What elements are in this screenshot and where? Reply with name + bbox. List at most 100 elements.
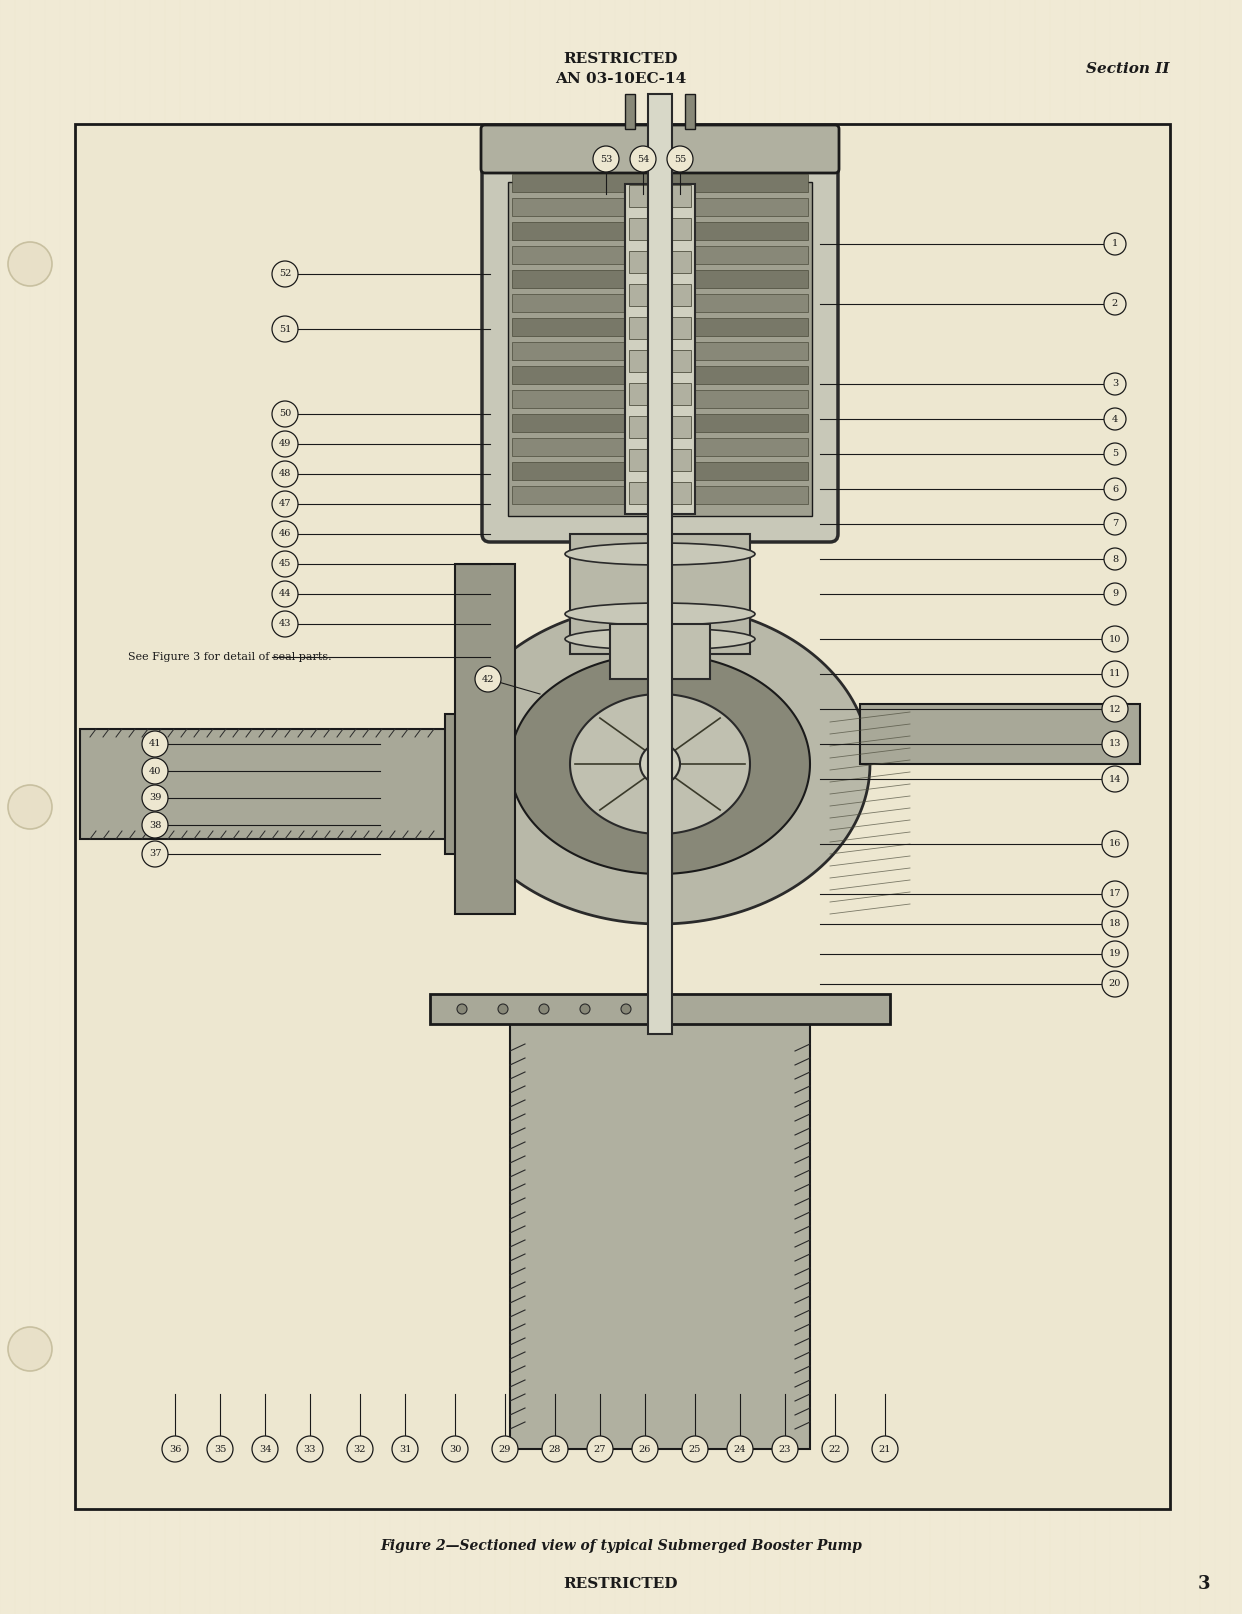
Circle shape <box>272 612 298 638</box>
Text: 40: 40 <box>149 767 161 775</box>
Bar <box>512 174 809 192</box>
Text: 44: 44 <box>278 589 292 599</box>
Circle shape <box>872 1436 898 1462</box>
Circle shape <box>580 1004 590 1014</box>
Text: 5: 5 <box>1112 450 1118 458</box>
Circle shape <box>822 1436 848 1462</box>
Circle shape <box>1102 767 1128 792</box>
Text: 25: 25 <box>689 1445 702 1454</box>
Bar <box>628 186 691 207</box>
Text: 8: 8 <box>1112 555 1118 563</box>
Bar <box>628 350 691 371</box>
Circle shape <box>1102 881 1128 907</box>
Bar <box>512 342 809 360</box>
Circle shape <box>1102 731 1128 757</box>
Circle shape <box>272 550 298 576</box>
Text: 21: 21 <box>879 1445 892 1454</box>
Text: 27: 27 <box>594 1445 606 1454</box>
Text: 49: 49 <box>278 439 291 449</box>
Text: 46: 46 <box>278 529 291 539</box>
Circle shape <box>621 1004 631 1014</box>
Text: 38: 38 <box>149 820 161 830</box>
Bar <box>430 994 891 1023</box>
Circle shape <box>1104 373 1126 395</box>
Bar <box>512 462 809 479</box>
Circle shape <box>592 145 619 173</box>
Circle shape <box>272 491 298 516</box>
Text: 43: 43 <box>278 620 292 628</box>
Text: 18: 18 <box>1109 920 1122 928</box>
Circle shape <box>474 667 501 692</box>
Text: 39: 39 <box>149 794 161 802</box>
Circle shape <box>1102 662 1128 688</box>
Circle shape <box>640 744 681 784</box>
Circle shape <box>392 1436 419 1462</box>
Text: 10: 10 <box>1109 634 1122 644</box>
Text: RESTRICTED: RESTRICTED <box>564 52 678 66</box>
Bar <box>512 270 809 287</box>
Text: 9: 9 <box>1112 589 1118 599</box>
Bar <box>512 245 809 265</box>
Bar <box>655 94 664 129</box>
Bar <box>628 383 691 405</box>
Circle shape <box>773 1436 799 1462</box>
Text: 4: 4 <box>1112 415 1118 423</box>
Bar <box>628 449 691 471</box>
Bar <box>512 366 809 384</box>
Text: 16: 16 <box>1109 839 1122 849</box>
Bar <box>508 182 812 516</box>
FancyBboxPatch shape <box>481 124 840 173</box>
Circle shape <box>1102 972 1128 997</box>
Text: 30: 30 <box>448 1445 461 1454</box>
Bar <box>628 483 691 504</box>
Text: 33: 33 <box>304 1445 317 1454</box>
Text: 12: 12 <box>1109 704 1122 713</box>
Bar <box>625 94 635 129</box>
Circle shape <box>542 1436 568 1462</box>
Bar <box>512 199 809 216</box>
Circle shape <box>272 521 298 547</box>
Circle shape <box>7 1327 52 1370</box>
Text: 55: 55 <box>674 155 686 163</box>
Circle shape <box>442 1436 468 1462</box>
Circle shape <box>161 1436 188 1462</box>
Text: 52: 52 <box>278 270 291 279</box>
Circle shape <box>1102 626 1128 652</box>
Circle shape <box>1104 478 1126 500</box>
Bar <box>610 625 710 679</box>
Text: 53: 53 <box>600 155 612 163</box>
Text: 26: 26 <box>638 1445 651 1454</box>
Circle shape <box>630 145 656 173</box>
Text: AN 03-10EC-14: AN 03-10EC-14 <box>555 73 687 86</box>
Circle shape <box>727 1436 753 1462</box>
Text: 3: 3 <box>1197 1575 1210 1593</box>
Bar <box>445 713 460 854</box>
Text: 51: 51 <box>278 324 291 334</box>
Text: 29: 29 <box>499 1445 512 1454</box>
Circle shape <box>1104 408 1126 429</box>
Circle shape <box>297 1436 323 1462</box>
Text: 31: 31 <box>399 1445 411 1454</box>
Circle shape <box>207 1436 233 1462</box>
Bar <box>628 284 691 307</box>
Circle shape <box>272 462 298 487</box>
Circle shape <box>667 145 693 173</box>
Circle shape <box>272 581 298 607</box>
Text: See Figure 3 for detail of seal parts.: See Figure 3 for detail of seal parts. <box>128 652 332 662</box>
Circle shape <box>1102 831 1128 857</box>
Bar <box>79 730 460 839</box>
Text: Section II: Section II <box>1087 61 1170 76</box>
Bar <box>859 704 1140 763</box>
Text: 3: 3 <box>1112 379 1118 389</box>
Text: 50: 50 <box>279 410 291 418</box>
Text: 48: 48 <box>278 470 291 478</box>
Text: 37: 37 <box>149 849 161 859</box>
Circle shape <box>272 400 298 428</box>
Circle shape <box>1104 583 1126 605</box>
Circle shape <box>272 431 298 457</box>
Bar <box>628 416 691 437</box>
Text: 13: 13 <box>1109 739 1122 749</box>
Circle shape <box>272 261 298 287</box>
Circle shape <box>7 242 52 286</box>
Circle shape <box>498 1004 508 1014</box>
